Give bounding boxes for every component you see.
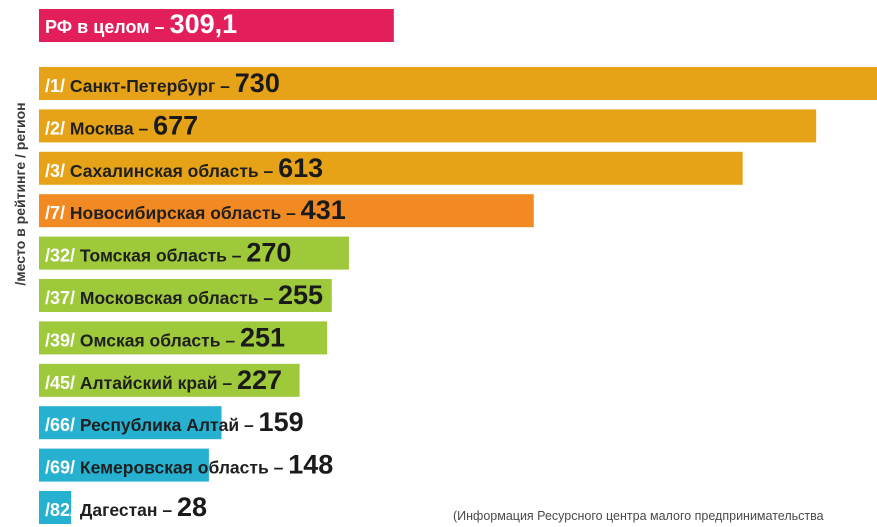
category-label: Томская область – — [75, 246, 246, 266]
category-label: Омская область – — [75, 330, 240, 350]
category-label: Кемеровская область – — [75, 458, 288, 478]
rank-label: /82/ — [45, 500, 75, 520]
value-label: 677 — [153, 110, 198, 140]
value-label: 270 — [246, 238, 291, 268]
category-label: Новосибирская область – — [65, 203, 301, 223]
value-label: 28 — [177, 492, 207, 522]
category-label: Дагестан – — [75, 500, 177, 520]
rank-label: /45/ — [45, 373, 75, 393]
value-label: 227 — [237, 365, 282, 395]
category-label: Алтайский край – — [75, 373, 237, 393]
value-label: 730 — [235, 68, 280, 98]
total-value: 309,1 — [170, 9, 238, 39]
rank-label: /66/ — [45, 415, 75, 435]
category-label: Сахалинская область – — [65, 161, 278, 181]
value-label: 431 — [301, 195, 346, 225]
rank-label: /69/ — [45, 458, 75, 478]
category-label: Москва – — [65, 118, 153, 138]
rank-label: /37/ — [45, 288, 75, 308]
rank-label: /2/ — [45, 118, 65, 138]
source-note: (Информация Ресурсного центра малого пре… — [453, 509, 824, 523]
value-label: 255 — [278, 280, 323, 310]
value-label: 251 — [240, 322, 285, 352]
category-label: Санкт-Петербург – — [65, 76, 235, 96]
rank-label: /7/ — [45, 203, 65, 223]
rank-label: /1/ — [45, 76, 65, 96]
value-label: 159 — [259, 407, 304, 437]
category-label: Республика Алтай – — [75, 415, 259, 435]
rank-label: /32/ — [45, 246, 75, 266]
rank-label: /3/ — [45, 161, 65, 181]
y-axis-label: /место в рейтинге / регион — [12, 64, 32, 324]
value-label: 613 — [278, 153, 323, 183]
category-label: Московская область – — [75, 288, 278, 308]
total-label-text: РФ в целом – — [45, 17, 170, 37]
rank-label: /39/ — [45, 330, 75, 350]
value-label: 148 — [288, 450, 333, 480]
